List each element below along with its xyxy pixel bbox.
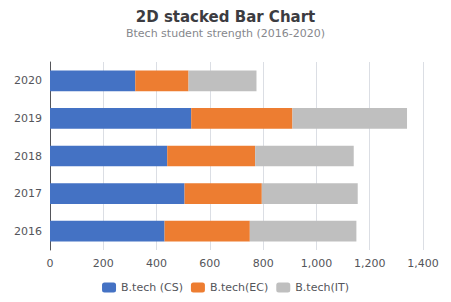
svg-text:B.tech(EC): B.tech(EC) (210, 281, 268, 294)
svg-text:200: 200 (93, 257, 114, 270)
svg-text:400: 400 (146, 257, 167, 270)
svg-text:1,400: 1,400 (407, 257, 439, 270)
svg-text:1,200: 1,200 (354, 257, 386, 270)
svg-text:2018: 2018 (14, 150, 42, 163)
svg-text:B.tech (CS): B.tech (CS) (121, 281, 183, 294)
svg-text:2019: 2019 (14, 112, 42, 125)
svg-text:2016: 2016 (14, 225, 42, 238)
svg-text:2020: 2020 (14, 74, 42, 87)
svg-text:800: 800 (253, 257, 274, 270)
svg-text:Btech student strength (2016-2: Btech student strength (2016-2020) (126, 27, 325, 40)
svg-text:1,000: 1,000 (301, 257, 333, 270)
svg-text:2D stacked Bar Chart: 2D stacked Bar Chart (136, 8, 315, 26)
svg-text:0: 0 (47, 257, 54, 270)
svg-text:600: 600 (199, 257, 220, 270)
svg-text:2017: 2017 (14, 187, 42, 200)
svg-text:B.tech(IT): B.tech(IT) (295, 281, 349, 294)
